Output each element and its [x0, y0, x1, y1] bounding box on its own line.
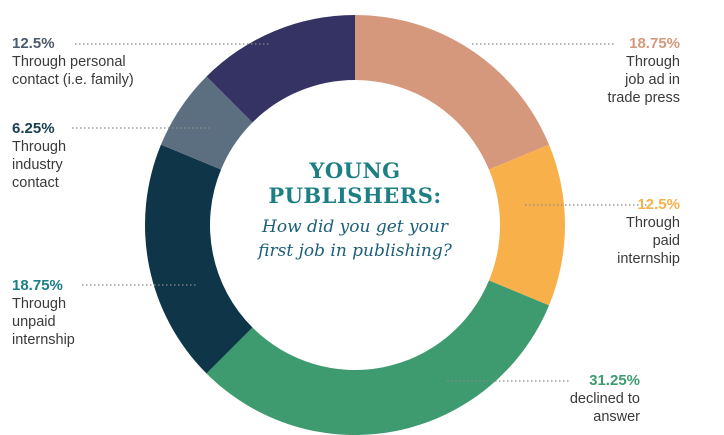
slice-category-label: contact (i.e. family): [12, 72, 134, 88]
slice-value-label: 18.75%: [629, 35, 680, 52]
slice-category-label: Through: [626, 54, 680, 70]
chart-subtitle-line-1: How did you get your: [261, 217, 449, 237]
chart-title-line-1: YOUNG: [308, 158, 400, 183]
slice-category-label: answer: [593, 409, 640, 425]
slice-category-label: contact: [12, 175, 59, 191]
slice-category-label: Through personal: [12, 54, 126, 70]
slice-value-label: 6.25%: [12, 120, 55, 137]
slice-through-unpaid-internship: [145, 144, 253, 374]
slice-category-label: declined to: [570, 391, 640, 407]
chart-title-line-2: PUBLISHERS:: [268, 183, 441, 208]
slice-category-label: Through: [12, 296, 66, 312]
slice-through-industry-contact: [160, 76, 253, 170]
slice-through-paid-internship: [488, 144, 565, 306]
slice-category-label: Through: [12, 139, 66, 155]
slice-category-label: trade press: [607, 90, 680, 106]
leader-lines: [72, 43, 649, 382]
slice-category-label: paid: [653, 233, 680, 249]
slice-through-job-ad-in-trade-press: [355, 15, 550, 170]
center-text: YOUNG PUBLISHERS: How did you get your f…: [256, 158, 453, 261]
donut-slices: [145, 15, 565, 435]
slice-category-label: industry: [12, 157, 64, 173]
slice-category-label: internship: [12, 332, 75, 348]
slice-value-label: 31.25%: [589, 372, 640, 389]
slice-value-label: 12.5%: [12, 35, 55, 52]
slice-category-label: Through: [626, 215, 680, 231]
slice-labels: 18.75% Through job ad in trade press 12.5% Th…: [12, 35, 680, 425]
slice-declined-to-answer: [206, 280, 550, 435]
slice-category-label: unpaid: [12, 314, 56, 330]
slice-value-label: 18.75%: [12, 277, 63, 294]
slice-through-personal-contact-i-e-family: [206, 15, 355, 123]
chart-subtitle-line-2: first job in publishing?: [256, 241, 453, 261]
slice-category-label: job ad in: [624, 72, 680, 88]
slice-category-label: internship: [617, 251, 680, 267]
slice-value-label: 12.5%: [637, 196, 680, 213]
